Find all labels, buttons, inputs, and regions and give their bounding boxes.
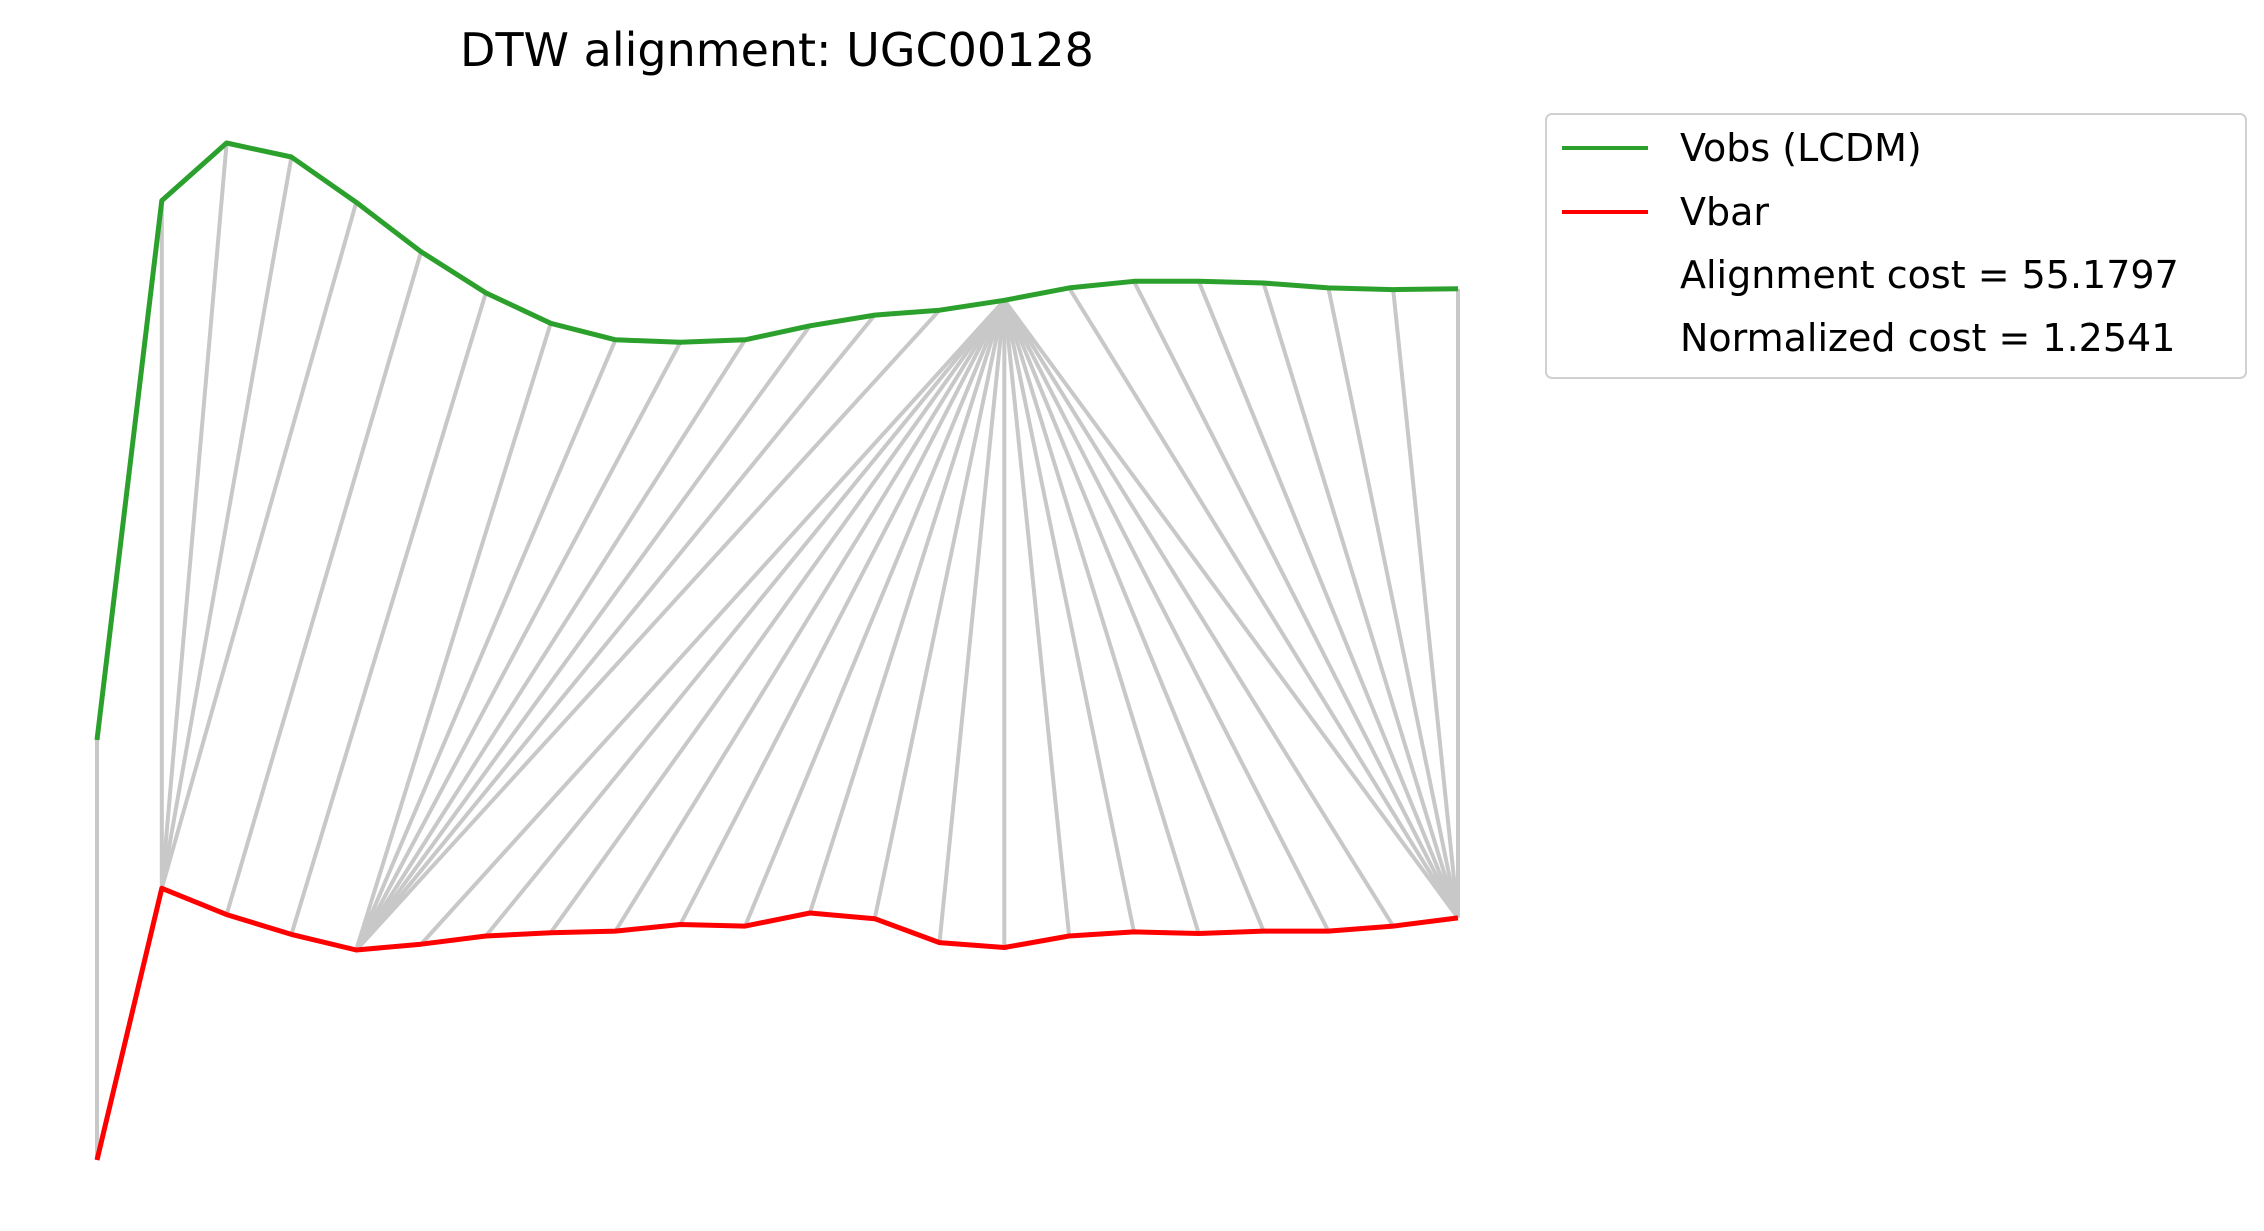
alignment-connector-33 — [1196, 280, 1460, 919]
alignment-connector-26 — [1002, 299, 1201, 935]
alignment-connector-16 — [549, 299, 1006, 934]
series-lines — [94, 140, 1459, 1161]
alignment-connector-20 — [807, 299, 1007, 914]
alignment-connector-10 — [354, 338, 747, 952]
alignment-connector-24 — [1002, 300, 1072, 937]
alignment-connector-9 — [354, 341, 683, 951]
alignment-connector-17 — [613, 299, 1007, 933]
legend-label-vbar: Vbar — [1680, 190, 1769, 234]
alignment-connector-36 — [1391, 289, 1460, 919]
alignment-connector-4 — [159, 201, 359, 889]
alignment-connector-18 — [678, 299, 1007, 926]
alignment-connector-8 — [354, 339, 618, 951]
series-line-vbar — [94, 885, 1459, 1161]
alignment-connector-32 — [1132, 280, 1460, 919]
alignment-connector-5 — [224, 251, 423, 916]
alignment-connector-25 — [1002, 299, 1136, 933]
alignment-connector-6 — [289, 292, 488, 935]
legend-frame — [1545, 113, 2247, 379]
legend-alignment-cost: Alignment cost = 55.1797 — [1680, 253, 2179, 297]
chart-title: DTW alignment: UGC00128 — [460, 23, 1094, 77]
alignment-connector-31 — [1067, 286, 1460, 919]
alignment-connector-21 — [872, 299, 1007, 920]
alignment-connector-19 — [743, 299, 1007, 927]
alignment-connector-28 — [1002, 299, 1331, 932]
legend: Vobs (LCDM) Vbar Alignment cost = 55.179… — [1545, 113, 2247, 379]
alignment-connector-35 — [1326, 287, 1460, 919]
alignment-connector-12 — [354, 313, 877, 952]
alignment-connector-2 — [159, 142, 229, 889]
alignment-connector-13 — [354, 308, 942, 952]
alignment-connector-22 — [937, 300, 1007, 943]
alignment-connectors — [95, 142, 1460, 1160]
series-line-vobs — [94, 140, 1459, 741]
alignment-connector-3 — [159, 156, 294, 889]
alignment-connector-11 — [354, 324, 812, 952]
legend-normalized-cost: Normalized cost = 1.2541 — [1680, 316, 2175, 360]
alignment-connector-30 — [1002, 299, 1460, 920]
alignment-connector-14 — [419, 298, 1006, 946]
alignment-connector-7 — [354, 322, 553, 951]
alignment-connector-15 — [484, 299, 1006, 938]
legend-label-vobs: Vobs (LCDM) — [1680, 126, 1922, 170]
alignment-connector-29 — [1002, 299, 1395, 928]
alignment-connector-34 — [1261, 282, 1460, 919]
alignment-connector-27 — [1002, 299, 1266, 932]
